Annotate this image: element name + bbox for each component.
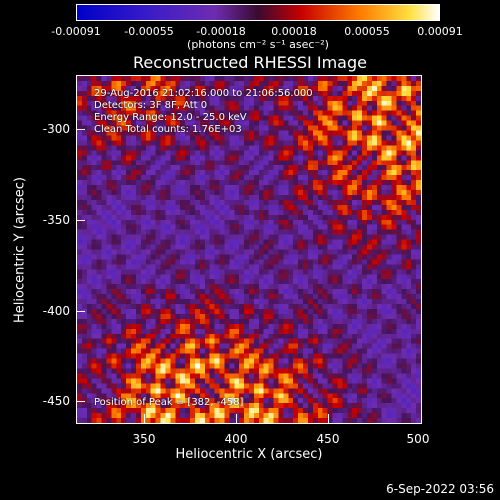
y-tick-mark [76,129,85,130]
colorbar [76,4,440,21]
x-tick-label: 350 [132,432,156,446]
y-tick-label: -300 [42,122,70,136]
y-tick-label: -350 [42,213,70,227]
y-tick-mark [76,220,85,221]
y-tick-mark [76,401,85,402]
image-heatmap [77,76,421,423]
x-tick-mark [236,414,237,423]
colorbar-tick: 0.00055 [344,25,390,38]
annotation-time: 29-Aug-2016 21:02:16.000 to 21:06:56.000 [94,88,313,99]
y-tick-mark [76,311,85,312]
y-tick-label: -450 [42,394,70,408]
colorbar-tick: -0.00091 [51,25,101,38]
colorbar-units: (photons cm⁻² s⁻¹ asec⁻²) [187,38,329,51]
x-tick-label: 450 [316,432,340,446]
annotation-detectors: Detectors: 3F 8F, Att 0 [94,100,208,111]
x-tick-mark [144,414,145,423]
rhessi-image [76,75,422,424]
annotation-energy: Energy Range: 12.0 - 25.0 keV [94,112,247,123]
x-tick-label: 400 [224,432,248,446]
colorbar-tick: 0.00091 [417,25,463,38]
x-axis-label: Heliocentric X (arcsec) [175,447,323,462]
y-tick-label: -400 [42,304,70,318]
annotation-peak: Position of Peak = [382, -458] [94,397,244,408]
colorbar-tick: -0.00018 [196,25,246,38]
y-axis-label: Heliocentric Y (arcsec) [12,177,28,323]
plot-title: Reconstructed RHESSI Image [133,53,367,72]
colorbar-tick: -0.00055 [124,25,174,38]
annotation-method: Clean Total counts: 1.76E+03 [94,124,242,135]
timestamp: 6-Sep-2022 03:56 [386,482,494,496]
colorbar-tick: 0.00018 [271,25,317,38]
x-tick-mark [328,414,329,423]
x-tick-label: 500 [406,432,430,446]
